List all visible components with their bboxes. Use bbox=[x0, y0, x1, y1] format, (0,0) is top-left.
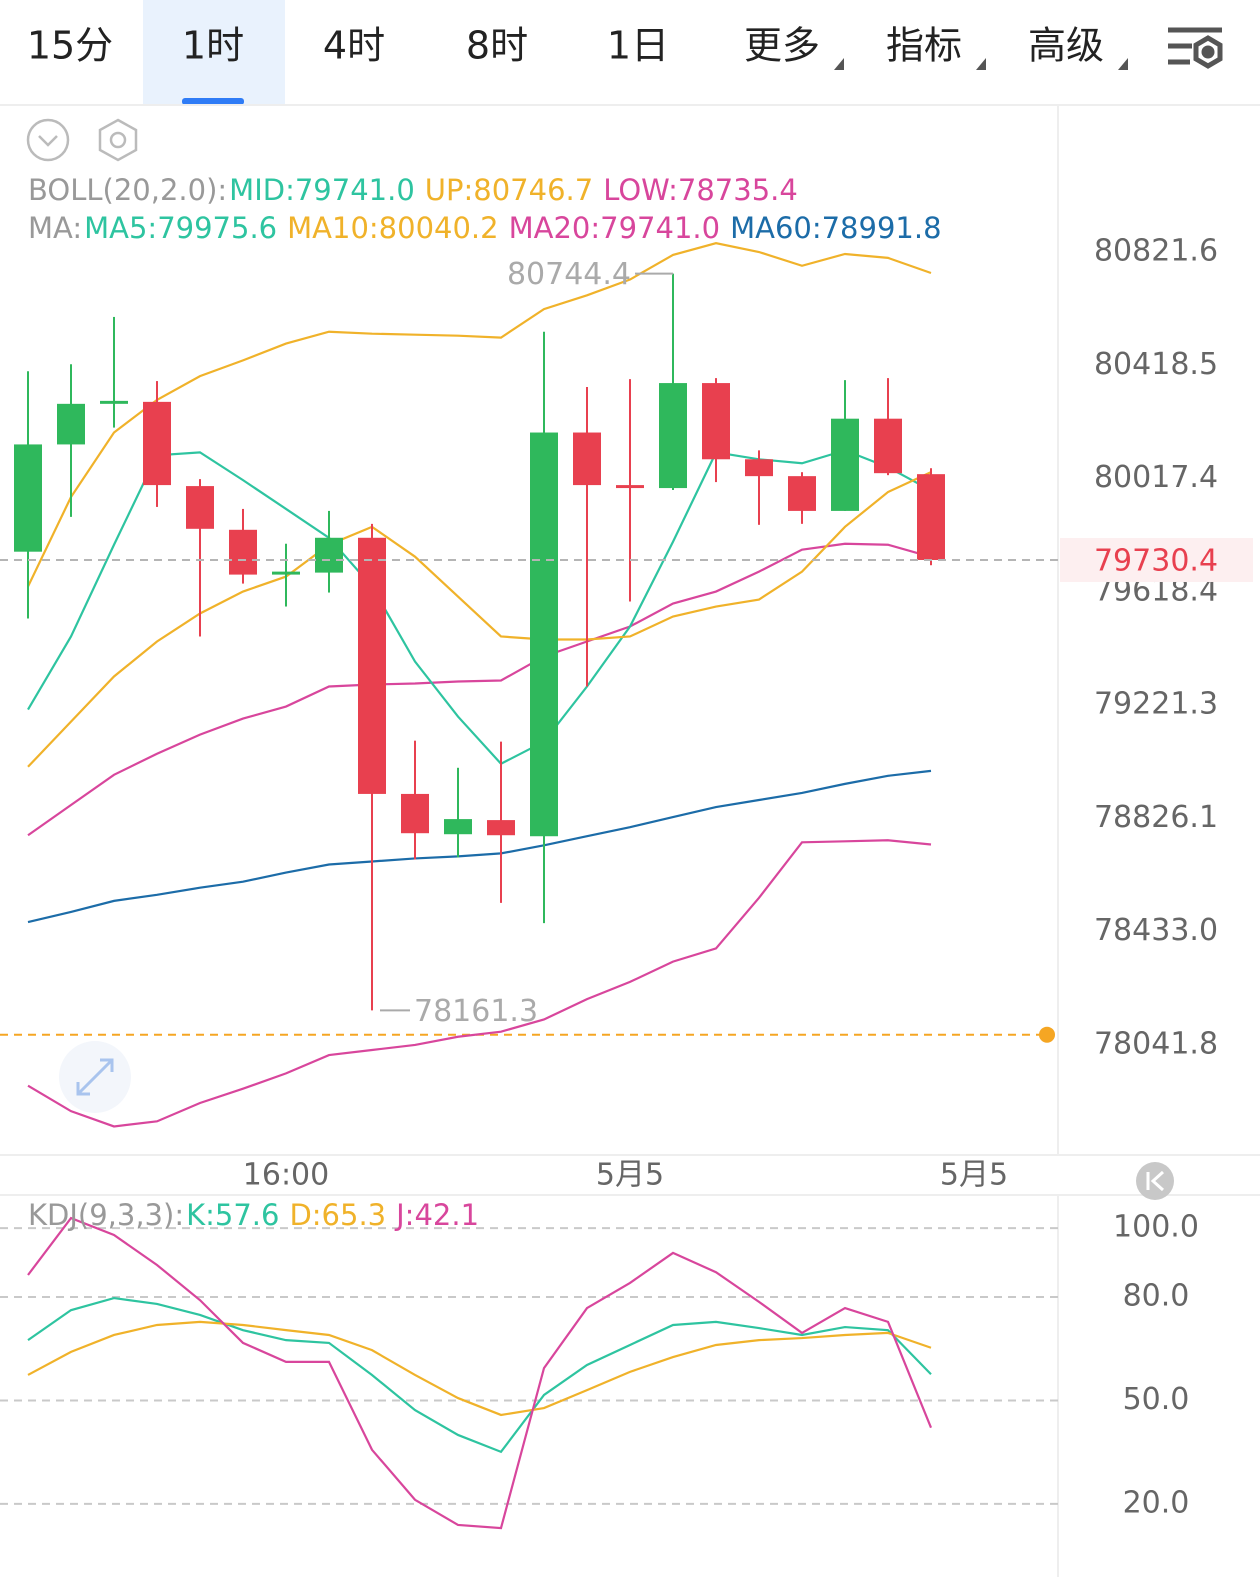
y-tick-label: 78826.1 bbox=[1094, 800, 1218, 835]
candle-body bbox=[358, 537, 386, 794]
y-tick-label: 50.0 bbox=[1123, 1382, 1190, 1417]
candle-body bbox=[444, 819, 472, 835]
candle-body bbox=[702, 383, 730, 460]
candle-body bbox=[874, 418, 902, 474]
y-tick-label: 78433.0 bbox=[1094, 913, 1218, 948]
candle-body bbox=[143, 401, 171, 486]
candle-body bbox=[788, 476, 816, 511]
legend-item: LOW:78735.4 bbox=[603, 173, 798, 207]
candle-body bbox=[831, 418, 859, 511]
settings-icon[interactable] bbox=[1168, 27, 1223, 69]
candle-body bbox=[530, 432, 558, 837]
legend-item: D:65.3 bbox=[289, 1198, 386, 1232]
line-ma5 bbox=[27, 449, 932, 766]
legend-label: BOLL(20,2.0): bbox=[28, 173, 227, 207]
y-tick-label: 20.0 bbox=[1123, 1485, 1190, 1520]
y-tick-label: 80.0 bbox=[1123, 1279, 1190, 1314]
legend: KDJ(9,3,3):K:57.6 D:65.3 J:42.1 bbox=[28, 1198, 479, 1232]
candle-body bbox=[315, 537, 343, 573]
line-mid bbox=[27, 542, 932, 837]
candle-body bbox=[186, 486, 214, 529]
y-tick-label: 80017.4 bbox=[1094, 460, 1218, 495]
dropdown-arrow bbox=[834, 58, 844, 70]
x-tick-label: 5月5 bbox=[940, 1158, 1008, 1193]
x-tick-label: 5月5 bbox=[596, 1158, 664, 1193]
line-up bbox=[27, 242, 932, 588]
expand-button[interactable] bbox=[59, 1041, 131, 1113]
candle-body bbox=[401, 793, 429, 834]
dropdown[interactable]: 高级 bbox=[1028, 24, 1104, 68]
legend-item: K:57.6 bbox=[186, 1198, 279, 1232]
y-tick-label: 80418.5 bbox=[1094, 347, 1218, 382]
y-tick-label: 80821.6 bbox=[1094, 234, 1218, 269]
tab[interactable]: 1时 bbox=[182, 24, 244, 68]
line-k bbox=[27, 1296, 932, 1454]
high-label: 80744.4 bbox=[507, 257, 631, 292]
kdj-plot bbox=[0, 1216, 1058, 1530]
low-label: 78161.3 bbox=[414, 994, 538, 1029]
last-price-box bbox=[1060, 537, 1253, 582]
active-tab-underline bbox=[182, 98, 244, 105]
settings-hex-icon[interactable] bbox=[98, 118, 138, 162]
tab[interactable]: 4时 bbox=[323, 24, 385, 68]
active-tab-bg bbox=[143, 0, 285, 105]
line-ma10 bbox=[27, 471, 932, 768]
candle-body bbox=[573, 432, 601, 486]
legend: MA:MA5:79975.6 MA10:80040.2 MA20:79741.0 MA… bbox=[28, 211, 942, 245]
candle-body bbox=[14, 444, 42, 552]
alert-dot bbox=[1039, 1026, 1055, 1043]
x-tick-label: 16:00 bbox=[243, 1158, 329, 1193]
tab[interactable]: 15分 bbox=[27, 24, 113, 68]
price-plot bbox=[0, 242, 1253, 1128]
legend-label: MA: bbox=[28, 211, 82, 245]
candle-body bbox=[229, 529, 257, 575]
candle-body bbox=[659, 383, 687, 489]
tab[interactable]: 1日 bbox=[607, 24, 669, 68]
candle-body bbox=[272, 571, 300, 575]
collapse-icon[interactable] bbox=[26, 118, 70, 162]
last-price-label: 79730.4 bbox=[1094, 543, 1218, 578]
candle-body bbox=[917, 474, 945, 560]
legend: BOLL(20,2.0):MID:79741.0 UP:80746.7 LOW:78… bbox=[28, 173, 798, 207]
candle-body bbox=[100, 400, 128, 404]
line-d bbox=[27, 1320, 932, 1417]
legend-item: MA20:79741.0 bbox=[509, 211, 720, 245]
legend-label: KDJ(9,3,3): bbox=[28, 1198, 184, 1232]
legend-item: J:42.1 bbox=[394, 1198, 479, 1232]
y-tick-label: 78041.8 bbox=[1094, 1026, 1218, 1061]
y-tick-label: 100.0 bbox=[1113, 1210, 1199, 1245]
legend-item: MA60:78991.8 bbox=[730, 211, 941, 245]
legend-item: MA5:79975.6 bbox=[84, 211, 277, 245]
legend-item: MA10:80040.2 bbox=[287, 211, 498, 245]
legend-item: UP:80746.7 bbox=[425, 173, 593, 207]
dropdown-arrow bbox=[976, 58, 986, 70]
candle-body bbox=[487, 820, 515, 836]
line-low bbox=[27, 839, 932, 1128]
dropdown[interactable]: 更多 bbox=[744, 24, 820, 68]
dropdown[interactable]: 指标 bbox=[886, 24, 962, 68]
line-ma60 bbox=[27, 769, 932, 924]
legend-item: MID:79741.0 bbox=[229, 173, 415, 207]
candle-body bbox=[57, 403, 85, 445]
dropdown-arrow bbox=[1118, 58, 1128, 70]
y-tick-label: 79221.3 bbox=[1094, 687, 1218, 722]
tab[interactable]: 8时 bbox=[466, 24, 528, 68]
candle-body bbox=[616, 485, 644, 489]
candle-body bbox=[745, 459, 773, 477]
line-j bbox=[27, 1216, 933, 1530]
jump-latest-button[interactable] bbox=[1136, 1162, 1174, 1200]
